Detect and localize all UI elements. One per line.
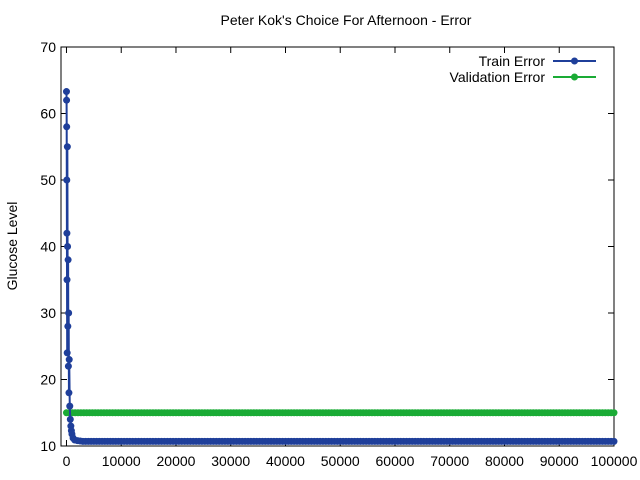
y-axis-label: Glucose Level: [4, 202, 20, 291]
x-tick-label: 60000: [376, 453, 415, 469]
y-axis: 10 20 30 40 50 60 70: [40, 39, 614, 454]
data-point: [610, 409, 618, 417]
data-point: [65, 356, 73, 364]
data-point: [63, 229, 71, 237]
x-tick-label: 50000: [321, 453, 360, 469]
data-point: [66, 415, 74, 423]
data-point: [66, 402, 74, 410]
plot-border: [60, 46, 615, 447]
data-point: [63, 96, 71, 104]
legend-marker: [571, 73, 578, 81]
data-point: [63, 349, 71, 357]
y-tick-label: 40: [40, 239, 56, 255]
data-point: [64, 362, 72, 370]
data-point: [63, 143, 71, 151]
x-tick-label: 20000: [157, 453, 196, 469]
legend-marker: [571, 57, 578, 65]
y-tick-label: 10: [40, 438, 56, 454]
y-tick-label: 50: [40, 172, 56, 188]
series-line: [65, 91, 614, 443]
data-point: [64, 322, 72, 330]
x-tick-label: 80000: [485, 453, 524, 469]
data-point: [610, 437, 618, 445]
y-tick-label: 30: [40, 305, 56, 321]
x-tick-label: 70000: [430, 453, 469, 469]
x-tick-label: 100000: [591, 453, 638, 469]
x-tick-label: 0: [63, 453, 71, 469]
data-point: [63, 176, 71, 184]
data-point: [65, 389, 73, 397]
legend-label: Train Error: [479, 53, 546, 69]
series-train-error: [62, 88, 618, 445]
data-point: [64, 256, 72, 264]
x-tick-label: 10000: [102, 453, 141, 469]
x-axis: 0 10000 20000 30000 40000 50000 60000 70000 8000…: [63, 47, 638, 469]
data-point: [63, 276, 71, 284]
x-tick-label: 90000: [540, 453, 579, 469]
y-tick-label: 70: [40, 39, 56, 55]
y-tick-label: 60: [40, 106, 56, 122]
data-point: [65, 309, 73, 317]
legend-label: Validation Error: [450, 69, 546, 85]
y-tick-label: 20: [40, 372, 56, 388]
data-point: [64, 243, 72, 250]
x-tick-label: 40000: [266, 453, 305, 469]
data-point: [62, 88, 70, 96]
series-layer: [62, 88, 618, 445]
data-point: [63, 123, 71, 131]
x-tick-label: 30000: [211, 453, 250, 469]
series-validation-error: [62, 409, 618, 417]
chart-title: Peter Kok's Choice For Afternoon - Error: [221, 12, 472, 28]
